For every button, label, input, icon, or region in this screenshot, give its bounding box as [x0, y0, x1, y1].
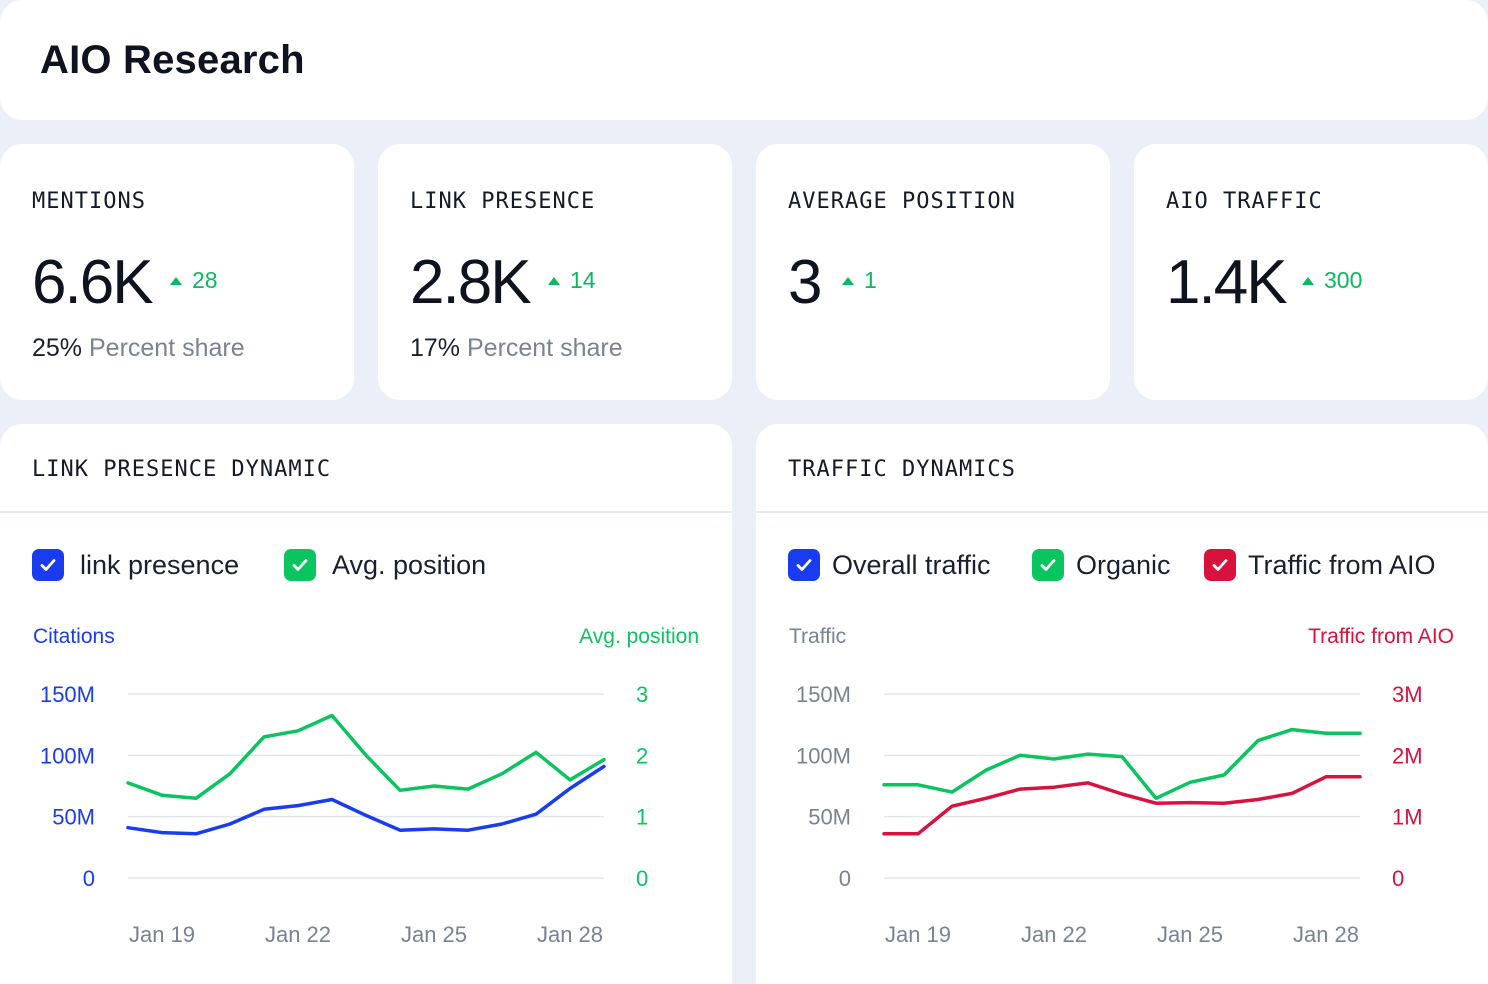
right-axis-title: Avg. position: [579, 625, 699, 648]
kpi-delta: 1: [842, 267, 877, 294]
kpi-label: AVERAGE POSITION: [788, 189, 1016, 214]
kpi-delta-value: 28: [192, 267, 218, 293]
link-presence-panel: [0, 424, 732, 984]
kpi-share-value: 17%: [410, 334, 461, 362]
link-presence-chart: 0 50M 100M 150M 0 1 2 3 Jan 19 Jan 22 Jan 25 Jan 28: [40, 682, 648, 947]
kpi-label: LINK PRESENCE: [410, 189, 596, 214]
link-panel-title: LINK PRESENCE DYNAMIC: [32, 457, 332, 482]
left-axis-tick-label: 50M: [808, 805, 851, 830]
kpi-card-link-presence: [378, 144, 732, 400]
kpi-value: 6.6K: [32, 248, 154, 317]
left-axis-tick-label: 150M: [796, 682, 851, 707]
checkbox-checked-icon[interactable]: [1204, 549, 1236, 581]
kpi-card-average-position: [756, 144, 1110, 400]
kpi-subtext: 25% Percent share: [32, 334, 245, 363]
x-axis-tick-label: Jan 22: [1021, 922, 1087, 947]
legend-toggle-overall-traffic[interactable]: Overall traffic: [788, 549, 991, 581]
kpi-label: MENTIONS: [32, 189, 146, 214]
right-axis-title: Traffic from AIO: [1308, 625, 1454, 648]
legend-label: link presence: [80, 549, 240, 580]
x-axis-tick-label: Jan 25: [401, 922, 467, 947]
right-axis-tick-label: 2: [636, 743, 648, 768]
traffic-panel-title: TRAFFIC DYNAMICS: [788, 457, 1016, 482]
left-axis-tick-label: 0: [83, 866, 95, 891]
left-axis-title: Traffic: [789, 625, 847, 648]
checkbox-checked-icon[interactable]: [1032, 549, 1064, 581]
right-axis-tick-label: 1M: [1392, 805, 1423, 830]
panel-divider: [756, 511, 1488, 513]
right-axis-tick-label: 0: [1392, 866, 1404, 891]
kpi-label: AIO TRAFFIC: [1166, 189, 1323, 214]
kpi-delta: 28: [170, 267, 218, 294]
panel-divider: [0, 511, 732, 513]
kpi-share-label: Percent share: [467, 334, 623, 362]
kpi-value: 1.4K: [1166, 248, 1288, 317]
legend-toggle-avg-position[interactable]: Avg. position: [284, 549, 486, 581]
kpi-subtext: 17% Percent share: [410, 334, 623, 363]
kpi-delta: 300: [1302, 267, 1362, 294]
legend-label: Avg. position: [332, 549, 487, 580]
left-axis-tick-label: 100M: [796, 743, 851, 768]
kpi-delta-value: 1: [864, 267, 877, 293]
x-axis-tick-label: Jan 19: [129, 922, 195, 947]
trend-up-icon: [170, 276, 182, 285]
checkbox-checked-icon[interactable]: [284, 549, 316, 581]
kpi-share-value: 25%: [32, 334, 83, 362]
legend-toggle-link-presence[interactable]: link presence: [32, 549, 239, 581]
x-axis-tick-label: Jan 19: [885, 922, 951, 947]
kpi-delta-value: 14: [570, 267, 596, 293]
traffic-panel: [756, 424, 1488, 984]
left-axis-tick-label: 50M: [52, 805, 95, 830]
kpi-card-aio-traffic: [1134, 144, 1488, 400]
right-axis-tick-label: 0: [636, 866, 648, 891]
x-axis-tick-label: Jan 25: [1157, 922, 1223, 947]
checkbox-checked-icon[interactable]: [32, 549, 64, 581]
page-title: AIO Research: [40, 38, 305, 82]
trend-up-icon: [548, 276, 560, 285]
traffic-chart: 0 50M 100M 150M 0 1M 2M 3M Jan 19 Jan 22 Jan 25 Jan…: [796, 682, 1423, 947]
right-axis-tick-label: 3: [636, 682, 648, 707]
left-axis-title: Citations: [33, 625, 115, 648]
x-axis-tick-label: Jan 28: [1293, 922, 1359, 947]
x-axis-tick-label: Jan 28: [537, 922, 603, 947]
left-axis-tick-label: 100M: [40, 743, 95, 768]
header-card: AIO Research: [0, 0, 1488, 120]
legend-label: Organic: [1076, 549, 1171, 580]
kpi-share-label: Percent share: [89, 334, 245, 362]
right-axis-tick-label: 1: [636, 805, 648, 830]
kpi-value: 2.8K: [410, 248, 532, 317]
kpi-value: 3: [788, 248, 823, 317]
legend-toggle-traffic-from-aio[interactable]: Traffic from AIO: [1204, 549, 1436, 581]
right-axis-tick-label: 3M: [1392, 682, 1423, 707]
checkbox-checked-icon[interactable]: [788, 549, 820, 581]
series-line-link-presence[interactable]: [126, 764, 606, 836]
series-line-traffic-from-aio[interactable]: [882, 775, 1362, 836]
kpi-delta: 14: [548, 267, 596, 294]
legend-label: Traffic from AIO: [1248, 549, 1436, 580]
x-axis-tick-label: Jan 22: [265, 922, 331, 947]
trend-up-icon: [842, 276, 854, 285]
kpi-card-mentions: [0, 144, 354, 400]
legend-label: Overall traffic: [832, 549, 991, 580]
series-line-avg-position[interactable]: [126, 713, 606, 801]
kpi-delta-value: 300: [1324, 267, 1363, 293]
left-axis-tick-label: 150M: [40, 682, 95, 707]
right-axis-tick-label: 2M: [1392, 743, 1423, 768]
trend-up-icon: [1302, 276, 1314, 285]
legend-toggle-organic[interactable]: Organic: [1032, 549, 1171, 581]
series-line-organic[interactable]: [882, 727, 1362, 801]
left-axis-tick-label: 0: [839, 866, 851, 891]
